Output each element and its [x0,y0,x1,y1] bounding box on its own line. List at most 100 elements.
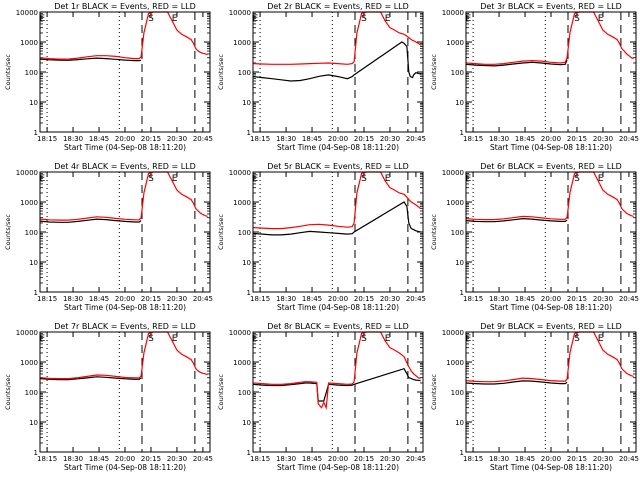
x-tick-label: 20:00 [541,455,561,463]
x-tick-label: 18:15 [463,295,483,303]
y-tick-label: 100 [451,69,464,77]
x-tick-label: 20:30 [593,295,613,303]
x-tick-label: 20:15 [141,295,161,303]
x-tick-label: 18:30 [489,295,509,303]
event-marker: S [148,334,154,344]
x-axis-label: Start Time (04-Sep-08 18:11:20) [64,463,186,472]
plot-frame [39,331,211,453]
x-tick-label: 20:00 [328,295,348,303]
x-tick-label: 20:15 [141,455,161,463]
y-axis-label: Counts/sec [217,214,225,250]
event-marker: S [361,174,367,184]
y-tick-label: 1000 [446,359,464,367]
x-tick-label: 20:00 [328,135,348,143]
plot-frame [252,171,424,293]
y-tick-label: 1 [460,129,464,137]
x-tick-label: 20:00 [328,455,348,463]
y-tick-label: 1000 [233,359,251,367]
x-tick-label: 20:15 [354,455,374,463]
lld-series-line [465,331,634,383]
x-tick-label: 18:15 [37,295,57,303]
chart-title: Det 6r BLACK = Events, RED = LLD [480,162,622,171]
x-tick-label: 20:30 [380,135,400,143]
y-tick-label: 10 [242,259,251,267]
event-marker: S [574,14,580,24]
events-series-line [39,57,142,62]
chart-title: Det 7r BLACK = Events, RED = LLD [54,322,196,331]
x-tick-label: 18:45 [89,455,109,463]
events-series-line [252,367,421,402]
event-marker: E [172,174,178,184]
x-tick-label: 20:30 [167,135,187,143]
x-tick-label: 18:30 [276,295,296,303]
event-marker: S [361,14,367,24]
y-tick-label: 100 [25,389,38,397]
y-tick-label: 1 [247,289,251,297]
x-tick-label: 20:30 [167,295,187,303]
events-series-line [39,376,142,381]
plot-frame [465,171,637,293]
events-series-line [252,201,421,236]
y-tick-label: 1000 [446,199,464,207]
lld-series-line [465,11,634,65]
x-tick-label: 18:15 [463,135,483,143]
y-tick-label: 1 [460,289,464,297]
event-marker: E [385,174,391,184]
y-tick-label: 10000 [442,329,464,337]
x-tick-label: 20:45 [619,135,639,143]
x-tick-label: 20:45 [406,455,426,463]
x-axis-label: Start Time (04-Sep-08 18:11:20) [490,303,612,312]
y-tick-label: 100 [451,229,464,237]
plot-frame [252,331,424,453]
chart-title: Det 5r BLACK = Events, RED = LLD [267,162,409,171]
x-tick-label: 18:30 [489,455,509,463]
event-marker: E [598,14,604,24]
y-tick-label: 1000 [20,359,38,367]
x-tick-label: 20:45 [406,295,426,303]
y-axis-label: Counts/sec [430,214,438,250]
lld-series-line [252,11,421,65]
event-marker: E [598,334,604,344]
plot-frame [465,11,637,133]
y-tick-label: 10 [29,259,38,267]
chart-panel-8: Det 8r BLACK = Events, RED = LLD 1 10 100 10… [217,322,426,472]
event-marker: E [466,334,472,344]
y-tick-label: 10000 [16,9,38,17]
x-axis-label: Start Time (04-Sep-08 18:11:20) [277,143,399,152]
x-tick-label: 20:30 [380,455,400,463]
events-series-line [465,380,568,385]
events-series-line [465,59,568,67]
x-tick-label: 20:15 [567,455,587,463]
y-tick-label: 10000 [229,329,251,337]
plot-frame [252,11,424,133]
x-tick-label: 18:15 [250,295,270,303]
x-axis-label: Start Time (04-Sep-08 18:11:20) [64,303,186,312]
x-tick-label: 18:30 [276,135,296,143]
y-tick-label: 100 [25,69,38,77]
x-tick-label: 20:30 [593,455,613,463]
y-tick-label: 10 [29,99,38,107]
x-tick-label: 20:30 [167,455,187,463]
y-tick-label: 10 [242,99,251,107]
x-tick-label: 18:30 [63,135,83,143]
y-tick-label: 10 [455,99,464,107]
chart-panel-7: Det 7r BLACK = Events, RED = LLD 1 10 100 10… [4,322,213,472]
y-axis-label: Counts/sec [4,374,12,410]
x-tick-label: 20:00 [541,295,561,303]
x-tick-label: 18:45 [302,135,322,143]
x-tick-label: 18:30 [63,455,83,463]
x-tick-label: 20:45 [193,455,213,463]
chart-title: Det 3r BLACK = Events, RED = LLD [480,2,622,11]
x-tick-label: 20:45 [193,295,213,303]
event-marker: E [40,174,46,184]
x-tick-label: 20:15 [354,295,374,303]
y-axis-label: Counts/sec [4,214,12,250]
y-tick-label: 10000 [229,169,251,177]
x-tick-label: 18:15 [463,455,483,463]
y-axis-label: Counts/sec [4,54,12,90]
chart-panel-2: Det 2r BLACK = Events, RED = LLD 1 10 100 10… [217,2,426,152]
y-axis-label: Counts/sec [430,54,438,90]
events-series-line [465,217,568,223]
y-tick-label: 1000 [20,199,38,207]
